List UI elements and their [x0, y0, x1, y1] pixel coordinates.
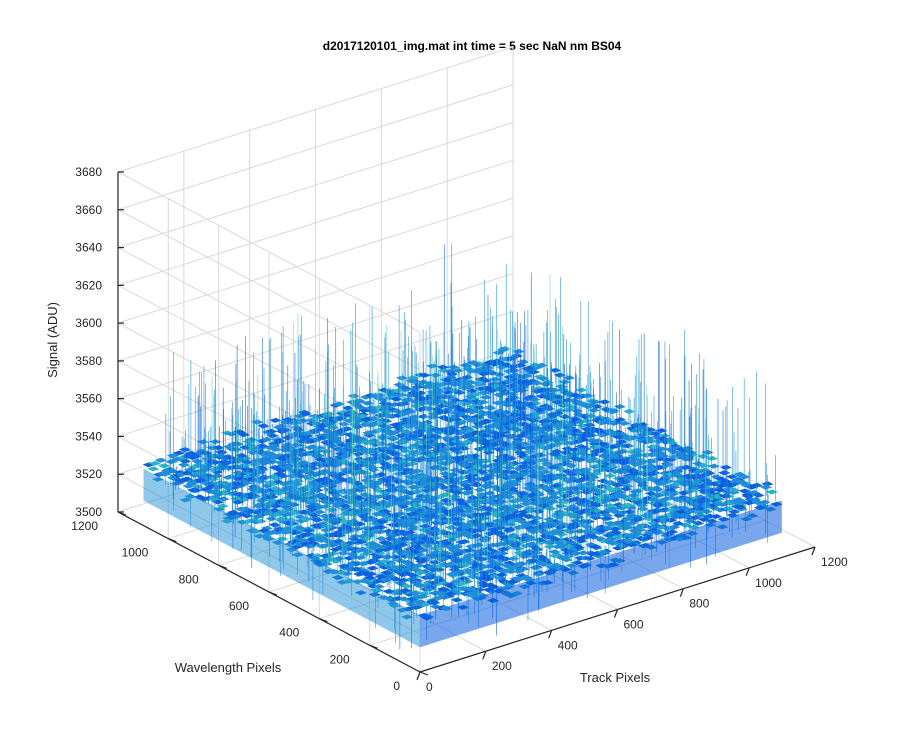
side-wall-gridline	[117, 84, 514, 211]
surface-patch	[618, 420, 631, 426]
surface-patch	[358, 408, 371, 414]
surface-patch	[637, 506, 650, 512]
surface	[142, 243, 783, 650]
surface-patch	[148, 460, 161, 466]
surface-patch	[182, 483, 195, 489]
surface-patch	[332, 401, 346, 407]
surface-patch	[147, 466, 160, 472]
side-wall-gridline	[117, 46, 514, 173]
surface-patch	[360, 477, 373, 483]
surface-patch	[418, 372, 431, 378]
surface-patch	[507, 556, 520, 562]
surface-patch	[555, 383, 568, 389]
surface-patch	[266, 481, 279, 487]
surface-patch	[315, 493, 328, 499]
surface-patch	[157, 463, 171, 469]
back-wall-gridline	[117, 209, 421, 371]
surface-patch	[268, 465, 281, 471]
surface-patch	[154, 457, 167, 463]
surface-patch	[177, 462, 191, 468]
side-wall-gridline	[117, 197, 514, 324]
surface-patch	[181, 470, 194, 476]
surface-patch	[390, 408, 403, 414]
back-wall-gridline	[117, 436, 421, 597]
surface-patch	[269, 503, 282, 509]
surface-patch	[360, 417, 373, 423]
surface-patch	[165, 468, 178, 474]
surface-patch	[352, 398, 365, 404]
surface-patch	[707, 463, 720, 469]
surface-patch	[165, 459, 178, 465]
surface-patch	[269, 417, 282, 423]
chart-title: d2017120101_img.mat int time = 5 sec NaN…	[323, 39, 622, 53]
surface-patch	[451, 404, 464, 410]
surface-patch	[405, 445, 418, 451]
side-wall-gridline	[117, 235, 514, 362]
side-wall-gridline	[117, 273, 514, 400]
surface-patch	[200, 481, 214, 487]
surface-patch	[718, 470, 731, 476]
surface-patch	[216, 503, 229, 509]
surface-patch	[308, 471, 321, 477]
surface-patch	[479, 394, 492, 400]
surface-patch	[337, 550, 350, 556]
surface-patch	[705, 455, 719, 461]
surface-patch	[215, 465, 228, 471]
side-wall-gridline	[117, 122, 514, 249]
surface-patch	[512, 348, 525, 354]
surface-patch	[533, 407, 546, 413]
surface-patch	[436, 466, 449, 472]
surface-patch	[362, 474, 376, 480]
side-wall-gridline	[117, 159, 514, 286]
surface-patch	[589, 399, 602, 405]
back-wall-gridline	[117, 171, 421, 333]
